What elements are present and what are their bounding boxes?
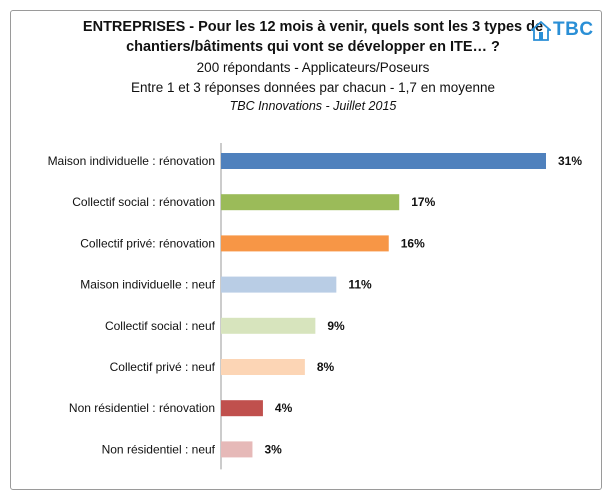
chart-subtitle-responses: Entre 1 et 3 réponses données par chacun…: [131, 80, 495, 95]
category-label: Collectif social : neuf: [105, 319, 216, 333]
house-icon: [531, 21, 551, 41]
bar: [221, 235, 389, 252]
chart-subtitle-respondents: 200 répondants - Applicateurs/Poseurs: [196, 60, 430, 75]
bar: [221, 359, 305, 375]
category-label: Maison individuelle : rénovation: [48, 154, 215, 168]
value-label: 4%: [275, 401, 293, 415]
chart-frame: ENTREPRISES - Pour les 12 mois à venir, …: [10, 10, 602, 490]
category-label: Non résidentiel : rénovation: [69, 401, 215, 415]
bar: [221, 153, 546, 169]
bar: [221, 441, 253, 458]
category-label: Collectif social : rénovation: [72, 195, 215, 209]
bar: [221, 194, 400, 211]
bar: [221, 317, 316, 334]
category-label: Non résidentiel : neuf: [102, 442, 216, 456]
category-label: Collectif privé: rénovation: [80, 236, 215, 250]
value-label: 11%: [348, 278, 372, 292]
value-label: 9%: [327, 319, 345, 333]
value-label: 31%: [558, 154, 582, 168]
value-label: 17%: [411, 195, 435, 209]
bar-chart: Maison individuelle : rénovation 31% Colle…: [48, 143, 582, 470]
bar: [221, 400, 263, 417]
bar: [221, 276, 337, 293]
chart-subtitle-source: TBC Innovations - Juillet 2015: [229, 99, 397, 113]
chart-title-line-1: ENTREPRISES - Pour les 12 mois à venir, …: [82, 19, 544, 35]
value-label: 3%: [264, 442, 282, 456]
category-label: Collectif privé : neuf: [110, 360, 216, 374]
value-label: 8%: [317, 360, 335, 374]
chart-title-line-2: chantiers/bâtiments qui vont se développ…: [126, 39, 500, 55]
category-label: Maison individuelle : neuf: [80, 278, 215, 292]
logo-text: TBC: [553, 19, 594, 40]
tbc-logo: TBC: [531, 19, 599, 47]
value-label: 16%: [401, 236, 425, 250]
